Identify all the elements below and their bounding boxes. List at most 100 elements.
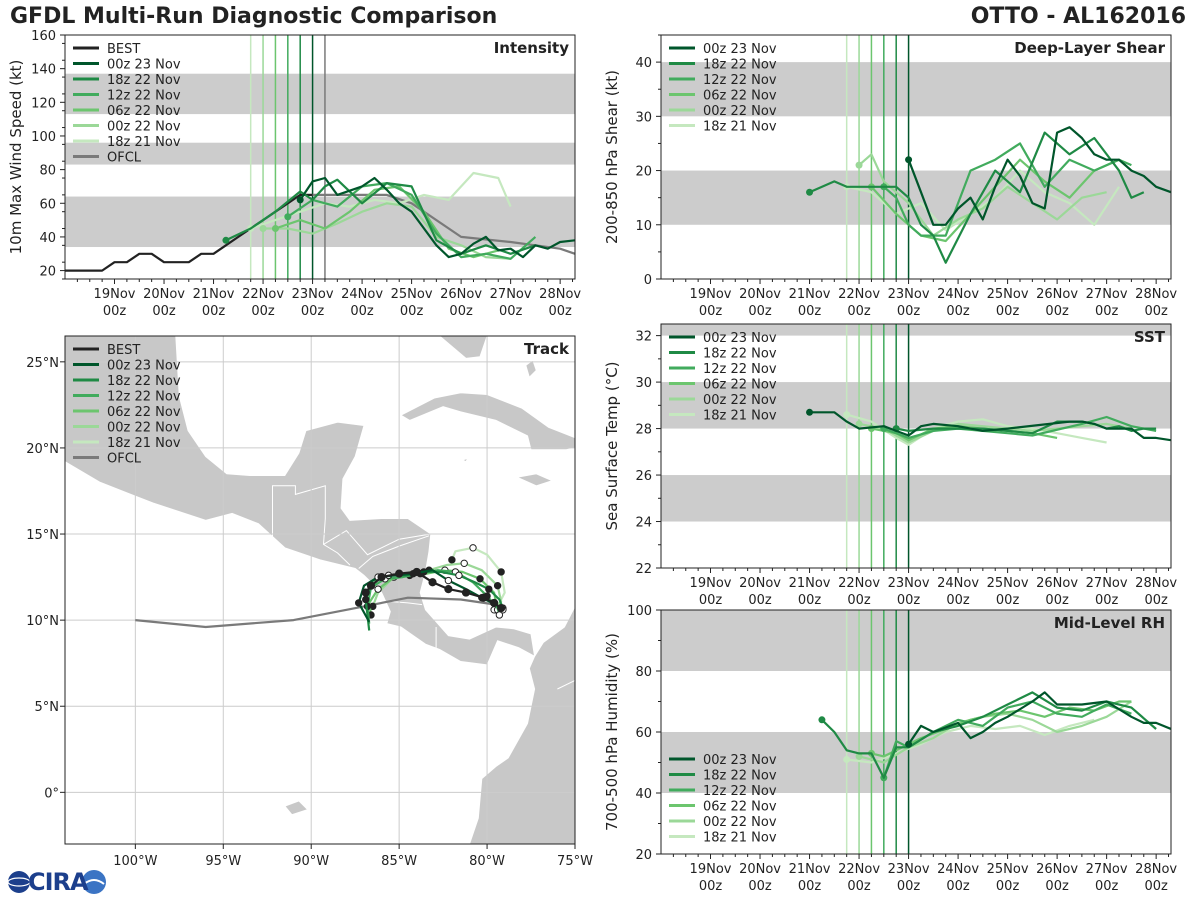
logo-text: CIRA xyxy=(28,868,89,896)
rh-legend-label: 12z 22 Nov xyxy=(703,784,777,799)
intensity-series-line xyxy=(250,171,512,230)
sst-band xyxy=(661,475,1171,522)
country-border xyxy=(534,642,539,657)
sst-ytick-label: 32 xyxy=(635,330,652,345)
rh-ytick-label: 40 xyxy=(635,787,652,802)
sst-frame xyxy=(660,323,1172,569)
sst-xtick-day: 24Nov xyxy=(937,576,979,591)
sst-xtick-day: 26Nov xyxy=(1036,576,1078,591)
rh-xtick-day: 22Nov xyxy=(838,862,880,877)
sst-band xyxy=(661,382,1171,429)
track-title: Track xyxy=(524,340,570,358)
track-fix-point xyxy=(448,556,456,564)
track-best-point xyxy=(377,572,386,582)
rh-legend-label: 00z 22 Nov xyxy=(703,815,777,830)
intensity-xtick-day: 28Nov xyxy=(539,287,581,302)
intensity-xtick-day: 27Nov xyxy=(490,287,532,302)
shear-series-line xyxy=(809,131,1145,264)
rh-xtick-hour: 00z xyxy=(1144,879,1168,894)
shear-frame xyxy=(660,34,1172,280)
florida-land xyxy=(438,336,488,359)
track-fix-point xyxy=(485,585,493,593)
intensity-series-line xyxy=(225,178,536,255)
rh-ytick-label: 60 xyxy=(635,726,652,741)
shear-xtick-day: 28Nov xyxy=(1135,287,1177,302)
shear-legend-label: 18z 22 Nov xyxy=(703,58,777,73)
intensity-series-line xyxy=(287,182,537,260)
intensity-xtick-hour: 00z xyxy=(499,304,523,319)
intensity-legend-label: OFCL xyxy=(107,151,142,166)
track-legend-label: 00z 22 Nov xyxy=(107,421,181,436)
sst-series-line xyxy=(883,415,1157,439)
rh-series-start-point xyxy=(905,740,913,748)
intensity-xtick-hour: 00z xyxy=(103,304,127,319)
track-xtick-label: 85°W xyxy=(381,854,417,869)
sst-ytick-label: 28 xyxy=(635,423,652,438)
intensity-xtick-day: 22Nov xyxy=(242,287,284,302)
intensity-band xyxy=(65,142,575,165)
sst-xtick-hour: 00z xyxy=(798,593,822,608)
cira-logo: CIRA xyxy=(6,866,112,898)
intensity-series-start-point xyxy=(222,236,230,244)
sst-xtick-hour: 00z xyxy=(847,593,871,608)
rh-series-line xyxy=(846,718,1095,764)
sst-xtick-day: 20Nov xyxy=(739,576,781,591)
intensity-ytick-label: 120 xyxy=(31,96,56,111)
sst-plot-area xyxy=(661,324,1171,568)
rh-xtick-day: 27Nov xyxy=(1086,862,1128,877)
sst-series-start-point xyxy=(843,411,851,419)
shear-ytick-label: 0 xyxy=(644,273,652,288)
sst-xtick-day: 19Nov xyxy=(690,576,732,591)
track-best-point xyxy=(490,598,499,608)
galapagos-land xyxy=(283,800,309,816)
sst-xtick-hour: 00z xyxy=(1144,593,1168,608)
intensity-chart: 20 40 60 80 100 120 140 160 19Nov 00z 20Nov 00z 21No… xyxy=(7,29,581,319)
track-legend-label: 18z 22 Nov xyxy=(107,374,181,389)
central-america-land xyxy=(65,336,536,666)
intensity-series-start-point xyxy=(296,196,304,204)
track-xtick-label: 95°W xyxy=(205,854,241,869)
sst-xtick-day: 27Nov xyxy=(1086,576,1128,591)
sst-title: SST xyxy=(1134,328,1166,346)
sst-series-start-point xyxy=(855,420,863,428)
intensity-ytick-label: 80 xyxy=(39,164,56,179)
shear-xtick-day: 24Nov xyxy=(937,287,979,302)
track-ytick-label: 5°N xyxy=(35,700,60,715)
shear-series-start-point xyxy=(855,161,863,169)
logo-globe-icon xyxy=(8,871,30,893)
sst-series-line xyxy=(846,413,1107,446)
rh-xtick-day: 28Nov xyxy=(1135,862,1177,877)
sst-xtick-hour: 00z xyxy=(996,593,1020,608)
shear-title: Deep-Layer Shear xyxy=(1014,39,1165,57)
cayman-land xyxy=(461,457,469,463)
rh-series-line xyxy=(907,691,1171,745)
country-border xyxy=(358,535,430,569)
track-fix-point xyxy=(455,571,463,580)
country-border xyxy=(323,529,431,556)
rh-xtick-hour: 00z xyxy=(847,879,871,894)
track-fix-point xyxy=(362,595,370,604)
intensity-legend-label: 00z 22 Nov xyxy=(107,120,181,135)
track-best-point xyxy=(497,603,506,613)
track-ytick-label: 20°N xyxy=(26,442,59,457)
track-fix-point xyxy=(460,559,468,568)
rh-xtick-day: 21Nov xyxy=(789,862,831,877)
intensity-xtick-day: 20Nov xyxy=(143,287,185,302)
rh-ylabel: 700-500 hPa Humidity (%) xyxy=(603,633,621,831)
intensity-xtick-hour: 00z xyxy=(449,304,473,319)
figure-title: GFDL Multi-Run Diagnostic Comparison xyxy=(10,4,498,29)
rh-xtick-day: 26Nov xyxy=(1036,862,1078,877)
sst-xtick-day: 25Nov xyxy=(987,576,1029,591)
sst-ytick-label: 26 xyxy=(635,469,652,484)
country-border xyxy=(272,485,326,543)
rh-xtick-day: 23Nov xyxy=(888,862,930,877)
intensity-xtick-hour: 00z xyxy=(350,304,374,319)
intensity-legend-label: 00z 23 Nov xyxy=(107,58,181,73)
intensity-legend-label: 18z 21 Nov xyxy=(107,135,181,150)
sst-ytick-label: 22 xyxy=(635,562,652,577)
rh-xtick-hour: 00z xyxy=(1045,879,1069,894)
rh-xtick-hour: 00z xyxy=(699,879,723,894)
storm-id-title: OTTO - AL162016 xyxy=(970,4,1186,29)
